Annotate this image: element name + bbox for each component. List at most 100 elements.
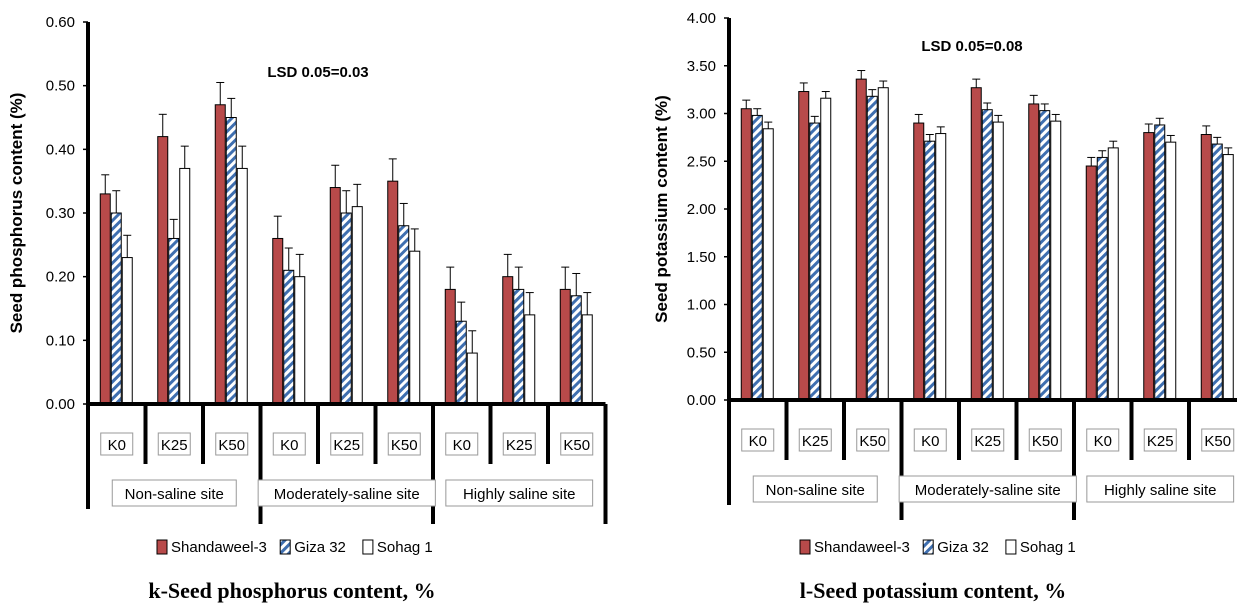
bar [100, 194, 110, 404]
legend-swatch-giza [280, 540, 290, 554]
legend-label: Giza 32 [937, 539, 989, 556]
category-label: K50 [1032, 433, 1059, 450]
group-label: Highly saline site [463, 486, 576, 503]
y-tick-label: 0.60 [46, 14, 75, 31]
figure-caption: k-Seed phosphorus content, % [148, 578, 435, 603]
bar [341, 213, 351, 404]
bar [514, 289, 524, 404]
y-tick-label: 0.10 [46, 332, 75, 349]
group-label: Non-saline site [125, 486, 224, 503]
bar [503, 277, 513, 404]
y-tick-label: 1.50 [687, 249, 716, 266]
category-label: K25 [506, 437, 533, 454]
bar [752, 115, 762, 400]
legend-label: Giza 32 [294, 539, 346, 556]
category-label: K25 [974, 433, 1001, 450]
bar [560, 289, 570, 404]
bar [122, 258, 132, 404]
bar [456, 321, 466, 404]
y-tick-label: 0.40 [46, 141, 75, 158]
bar [237, 168, 247, 404]
y-tick-label: 0.50 [46, 78, 75, 95]
bar [878, 88, 888, 400]
bar [215, 105, 225, 404]
category-label: K50 [391, 437, 418, 454]
bar [1223, 155, 1233, 400]
bar [993, 122, 1003, 400]
bar [936, 134, 946, 400]
category-label: K25 [1147, 433, 1174, 450]
y-tick-label: 0.30 [46, 205, 75, 222]
bar [1166, 142, 1176, 400]
y-axis-title: Seed potassium content (%) [652, 95, 671, 323]
y-tick-label: 0.50 [687, 344, 716, 361]
bar [799, 92, 809, 400]
bar [914, 123, 924, 400]
bar [741, 109, 751, 400]
legend-label: Sohag 1 [1020, 539, 1076, 556]
bar [284, 270, 294, 404]
category-label: K50 [1204, 433, 1231, 450]
legend-label: Sohag 1 [377, 539, 433, 556]
y-tick-label: 0.00 [687, 392, 716, 409]
bar [856, 79, 866, 400]
y-tick-label: 2.50 [687, 153, 716, 170]
bar [810, 123, 820, 400]
bar [330, 188, 340, 404]
category-label: K25 [161, 437, 188, 454]
category-label: K0 [280, 437, 298, 454]
bar [467, 353, 477, 404]
bar [1086, 166, 1096, 400]
legend-swatch-shandaweel [800, 540, 810, 554]
bar [273, 238, 283, 404]
bar [1097, 157, 1107, 400]
bar [158, 137, 168, 404]
category-label: K0 [108, 437, 126, 454]
category-label: K0 [921, 433, 939, 450]
y-tick-label: 2.00 [687, 201, 716, 218]
bar [388, 181, 398, 404]
bar [1051, 121, 1061, 400]
category-label: K25 [333, 437, 360, 454]
group-label: Highly saline site [1104, 482, 1217, 499]
bar [169, 238, 179, 404]
y-tick-label: 0.20 [46, 269, 75, 286]
bar [180, 168, 190, 404]
bar [982, 110, 992, 400]
bar [1212, 144, 1222, 400]
category-label: K0 [749, 433, 767, 450]
bar [352, 207, 362, 404]
legend-swatch-sohag [1006, 540, 1016, 554]
bar [763, 129, 773, 400]
bar [1201, 135, 1211, 400]
category-label: K50 [218, 437, 245, 454]
legend-label: Shandaweel-3 [171, 539, 267, 556]
phosphorus-chart: 0.00 0.10 0.20 0.30 0.40 0.50 0.60 K0 K25 K50 K0 K2… [7, 14, 606, 603]
legend-swatch-giza [923, 540, 933, 554]
category-label: K0 [1094, 433, 1112, 450]
bar [445, 289, 455, 404]
figure-caption: l-Seed potassium content, % [800, 578, 1066, 603]
potassium-chart: 0.000.501.001.502.002.503.003.504.00K0 K2… [652, 10, 1237, 603]
group-label: Moderately-saline site [915, 482, 1061, 499]
legend-swatch-shandaweel [157, 540, 167, 554]
y-tick-label: 3.00 [687, 106, 716, 123]
bar [295, 277, 305, 404]
bar [226, 118, 236, 405]
y-tick-label: 4.00 [687, 10, 716, 27]
bar [1108, 148, 1118, 400]
bar [867, 96, 877, 400]
category-label: K25 [802, 433, 829, 450]
legend-swatch-sohag [363, 540, 373, 554]
y-tick-label: 0.00 [46, 396, 75, 413]
legend-label: Shandaweel-3 [814, 539, 910, 556]
y-tick-label: 3.50 [687, 58, 716, 75]
bar [399, 226, 409, 404]
lsd-annotation: LSD 0.05=0.03 [267, 64, 368, 81]
category-label: K50 [859, 433, 886, 450]
bar [582, 315, 592, 404]
bar [1040, 111, 1050, 400]
group-label: Non-saline site [766, 482, 865, 499]
bar [971, 88, 981, 400]
